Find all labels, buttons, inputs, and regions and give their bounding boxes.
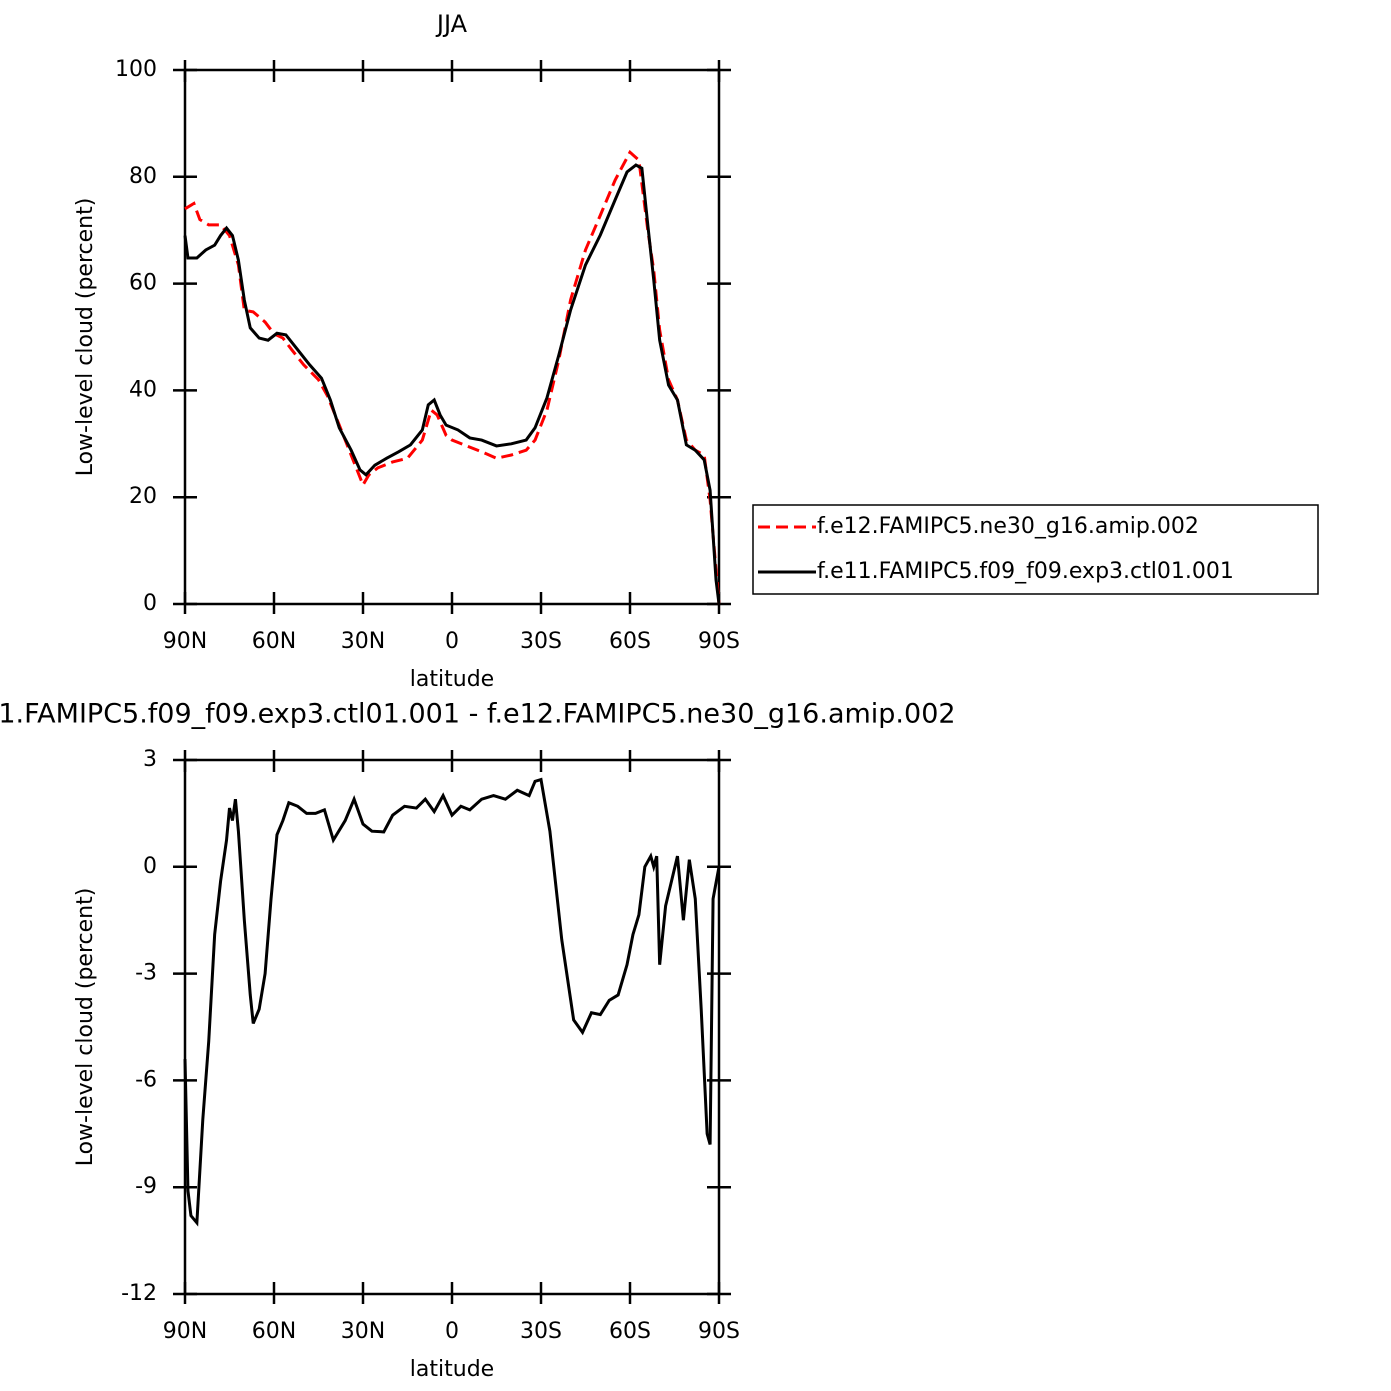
legend-label: f.e12.FAMIPC5.ne30_g16.amip.002 bbox=[817, 514, 1199, 539]
plot-frame bbox=[183, 68, 721, 606]
x-tick-label: 90N bbox=[163, 629, 207, 654]
y-tick-label: 0 bbox=[143, 854, 157, 879]
panel: JJA latitude Low-level cloud (percent) 0 20 4… bbox=[73, 10, 1319, 692]
y-axis-label: Low-level cloud (percent) bbox=[73, 198, 98, 477]
legend-label: f.e11.FAMIPC5.f09_f09.exp3.ctl01.001 bbox=[817, 559, 1234, 584]
y-tick-label: 100 bbox=[115, 57, 157, 82]
y-tick-label: 60 bbox=[129, 271, 157, 296]
x-tick-label: 60S bbox=[609, 1319, 651, 1344]
panel: f.e11.FAMIPC5.f09_f09.exp3.ctl01.001 - f… bbox=[0, 699, 956, 1383]
y-tick-label: 80 bbox=[129, 164, 157, 189]
x-tick-label: 90S bbox=[698, 629, 740, 654]
x-tick-label: 30N bbox=[341, 629, 385, 654]
chart-title: f.e11.FAMIPC5.f09_f09.exp3.ctl01.001 - f… bbox=[0, 699, 956, 730]
x-tick-label: 30S bbox=[520, 1319, 562, 1344]
x-axis-label: latitude bbox=[410, 667, 494, 692]
data-line bbox=[183, 777, 721, 1227]
x-tick-label: 90N bbox=[163, 1319, 207, 1344]
y-tick-label: 40 bbox=[129, 377, 157, 402]
x-axis-label: latitude bbox=[410, 1357, 494, 1382]
x-tick-label: 60N bbox=[252, 1319, 296, 1344]
y-tick-label: 0 bbox=[143, 591, 157, 616]
x-tick-label: 0 bbox=[445, 629, 459, 654]
data-line bbox=[183, 163, 721, 605]
x-tick-label: 30S bbox=[520, 629, 562, 654]
x-tick-label: 60S bbox=[609, 629, 651, 654]
y-tick-label: -6 bbox=[135, 1067, 157, 1092]
x-tick-label: 90S bbox=[698, 1319, 740, 1344]
chart-title: JJA bbox=[435, 10, 468, 38]
y-tick-label: 3 bbox=[143, 747, 157, 772]
legend-box bbox=[752, 504, 1319, 595]
x-tick-label: 0 bbox=[445, 1319, 459, 1344]
x-tick-label: 60N bbox=[252, 629, 296, 654]
plot-frame bbox=[183, 758, 721, 1296]
y-tick-label: -9 bbox=[135, 1174, 157, 1199]
y-tick-label: 20 bbox=[129, 484, 157, 509]
data-line bbox=[184, 149, 721, 605]
y-tick-label: -12 bbox=[121, 1281, 157, 1306]
x-tick-label: 30N bbox=[341, 1319, 385, 1344]
y-tick-label: -3 bbox=[135, 961, 157, 986]
y-axis-label: Low-level cloud (percent) bbox=[73, 888, 98, 1167]
